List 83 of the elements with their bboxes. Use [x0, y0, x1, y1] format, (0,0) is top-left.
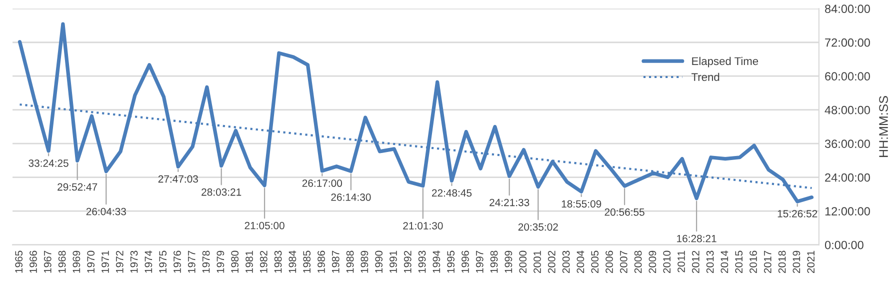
- x-tick-label: 1999: [504, 250, 512, 273]
- legend-label: Trend: [692, 72, 720, 81]
- x-tick-label: 2019: [792, 250, 800, 273]
- annotation: 21:05:00: [244, 222, 284, 230]
- x-tick-label: 2015: [735, 250, 743, 273]
- x-tick-label: 1974: [144, 250, 152, 273]
- x-tick-label: 2009: [648, 250, 656, 273]
- x-tick-label: 1970: [87, 250, 95, 273]
- annotation: 33:24:25: [28, 159, 68, 167]
- x-tick-label: 1987: [332, 250, 340, 273]
- annotation: 26:04:33: [86, 208, 126, 216]
- x-tick-label: 1995: [447, 250, 455, 273]
- x-tick-label: 1996: [462, 250, 469, 273]
- x-tick-label: 1983: [274, 250, 282, 273]
- annotation: 20:35:02: [518, 223, 558, 231]
- x-tick-label: 1990: [375, 250, 383, 273]
- annotation: 20:56:55: [604, 208, 644, 216]
- x-tick-label: 1975: [159, 250, 167, 273]
- annotation: 26:17:00: [302, 180, 342, 187]
- x-tick-label: 1979: [216, 250, 224, 273]
- x-tick-label: 1965: [15, 250, 23, 273]
- x-tick-label: 2012: [692, 250, 700, 273]
- x-tick-label: 1988: [346, 250, 354, 273]
- x-tick-label: 1980: [231, 250, 239, 273]
- x-tick-label: 1966: [30, 250, 37, 273]
- annotation: 16:28:21: [677, 234, 716, 242]
- x-tick-label: 1978: [202, 250, 210, 273]
- x-tick-label: 1972: [116, 250, 124, 273]
- annotation: 21:01:30: [403, 222, 443, 230]
- y-tick-label: 24:00:00: [825, 173, 870, 182]
- y-tick-label: 12:00:00: [825, 207, 870, 216]
- x-tick-label: 1976: [174, 250, 181, 273]
- x-tick-label: 1967: [44, 250, 52, 273]
- x-tick-label: 2000: [519, 250, 527, 273]
- y-tick-label: 60:00:00: [825, 72, 870, 81]
- annotation: 18:55:09: [562, 200, 602, 208]
- x-tick-label: 1992: [404, 250, 412, 273]
- x-tick-label: 2007: [620, 250, 628, 273]
- x-tick-label: 2003: [562, 250, 570, 273]
- x-tick-label: 1994: [432, 250, 440, 273]
- x-tick-label: 2006: [606, 250, 613, 273]
- x-tick-label: 2004: [576, 250, 584, 273]
- x-tick-label: 1973: [130, 250, 138, 273]
- x-tick-label: 1997: [476, 250, 484, 273]
- x-tick-label: 1985: [303, 250, 311, 273]
- x-tick-label: 1969: [72, 250, 80, 273]
- annotation: 27:47:03: [158, 175, 198, 183]
- y-tick-label: 72:00:00: [825, 38, 870, 47]
- x-tick-label: 2008: [634, 250, 642, 273]
- y-tick-label: 0:00:00: [824, 240, 864, 250]
- annotation: 22:48:45: [432, 189, 472, 197]
- x-tick-label: 1984: [288, 250, 296, 273]
- annotation: 15:26:52: [778, 210, 818, 218]
- x-tick-label: 2017: [764, 250, 772, 273]
- legend-label: Elapsed Time: [692, 56, 758, 68]
- x-tick-label: 1981: [246, 250, 253, 273]
- annotation: 26:14:30: [331, 194, 371, 201]
- y-tick-label: 84:00:00: [825, 4, 870, 14]
- x-tick-label: 2016: [750, 250, 757, 273]
- x-tick-label: 1986: [318, 250, 325, 273]
- x-tick-label: 1993: [418, 250, 426, 273]
- x-tick-label: 2013: [706, 250, 714, 273]
- x-tick-label: 1971: [102, 250, 109, 273]
- x-tick-label: 1968: [58, 250, 66, 273]
- y-tick-label: 36:00:00: [824, 140, 870, 148]
- annotation: 24:21:33: [490, 198, 530, 206]
- x-tick-label: 1989: [360, 250, 368, 273]
- annotation: 28:03:21: [202, 188, 242, 196]
- y-axis-title: HH:MM:SS: [879, 96, 888, 157]
- x-tick-label: 2002: [548, 250, 556, 273]
- x-tick-label: 2005: [591, 250, 599, 273]
- x-tick-label: 2014: [720, 250, 728, 273]
- x-tick-label: 2018: [778, 250, 786, 273]
- x-tick-label: 2021: [807, 250, 815, 273]
- annotation: 29:52:47: [58, 183, 98, 191]
- y-tick-label: 48:00:00: [824, 106, 870, 114]
- x-tick-label: 2011: [678, 250, 685, 272]
- x-tick-label: 1998: [490, 250, 498, 273]
- x-tick-label: 1977: [188, 250, 196, 273]
- x-tick-label: 1982: [260, 250, 268, 273]
- x-tick-label: 2001: [534, 250, 541, 273]
- x-tick-label: 1991: [390, 250, 397, 273]
- x-tick-label: 2010: [663, 250, 671, 273]
